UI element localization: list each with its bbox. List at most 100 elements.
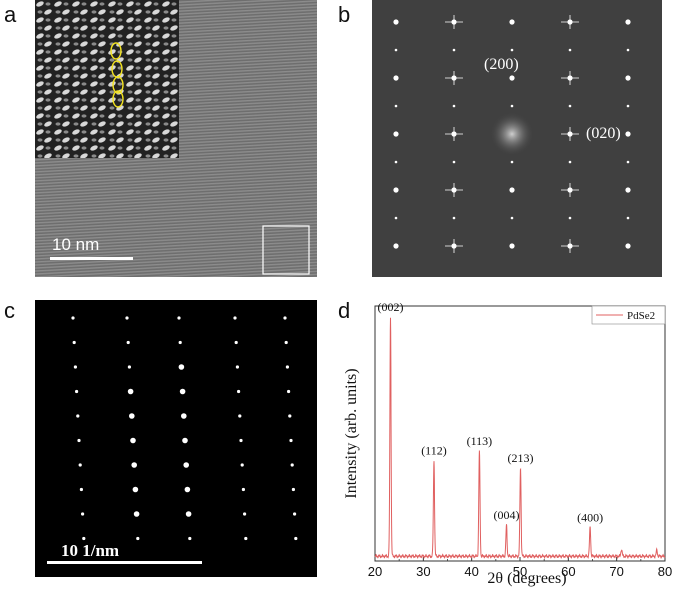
- diffraction-spot: [234, 340, 238, 345]
- spot-label-200: (200): [484, 56, 519, 73]
- peak-label: (213): [507, 451, 533, 465]
- diffraction-spot: [240, 463, 244, 467]
- hrtem-image: 10 nm: [35, 0, 317, 277]
- scale-bar-c: [47, 561, 202, 564]
- fft-spot: [510, 48, 514, 52]
- fft-spot: [452, 104, 456, 108]
- diffraction-spot: [287, 389, 291, 394]
- legend: PdSe2: [591, 305, 666, 325]
- diffraction-spot: [188, 536, 192, 541]
- x-tick-label: 80: [658, 564, 672, 579]
- diffraction-spot: [284, 340, 288, 345]
- diffraction-spot: [238, 414, 242, 418]
- x-tick-label: 70: [609, 564, 623, 579]
- diffraction-spot: [127, 388, 134, 395]
- peak-label: (004): [493, 508, 519, 522]
- diffraction-spot: [241, 487, 245, 492]
- fft-spot: [393, 75, 399, 81]
- diffraction-spot: [293, 512, 297, 516]
- diffraction-spot: [181, 413, 187, 419]
- fft-spot: [625, 243, 631, 249]
- diffraction-spot: [79, 487, 83, 492]
- fft-svg: (200) (020): [372, 0, 662, 277]
- saed-svg: 10 1/nm: [35, 300, 317, 577]
- fft-spot: [509, 19, 515, 25]
- fft-spot: [568, 216, 572, 220]
- peak-label: (112): [421, 444, 447, 458]
- diffraction-spot: [130, 437, 136, 444]
- fft-spot: [626, 160, 630, 164]
- fft-spot: [394, 48, 398, 52]
- fft-spot: [509, 187, 515, 193]
- diffraction-spot: [283, 316, 287, 320]
- fft-spot: [393, 131, 399, 137]
- diffraction-spot: [77, 438, 81, 443]
- y-axis-label: Intensity (arb. units): [343, 368, 360, 498]
- central-beam: [490, 112, 534, 156]
- diffraction-spot: [178, 364, 185, 370]
- fft-image: (200) (020): [372, 0, 662, 277]
- fft-spot: [625, 131, 631, 137]
- fft-spot: [625, 75, 631, 81]
- diffraction-spot: [132, 486, 139, 493]
- fft-spot: [510, 160, 514, 164]
- fft-spot: [393, 19, 399, 25]
- yellow-atom-markers: [110, 42, 124, 108]
- diffraction-spot: [237, 389, 241, 394]
- diffraction-spot: [133, 511, 140, 517]
- peak-label: (002): [377, 300, 403, 314]
- fft-spot: [394, 104, 398, 108]
- diffraction-spot: [233, 316, 237, 320]
- peak-label: (113): [467, 434, 493, 448]
- fft-spot: [394, 160, 398, 164]
- hrtem-svg: 10 nm: [35, 0, 317, 277]
- diffraction-spot: [244, 536, 248, 541]
- fft-spot: [625, 187, 631, 193]
- diffraction-spot: [126, 340, 130, 345]
- diffraction-spot: [289, 438, 293, 443]
- x-tick-label: 60: [561, 564, 575, 579]
- fft-spot: [393, 187, 399, 193]
- scale-bar-a: [50, 257, 133, 260]
- inset-region-box: [262, 225, 310, 275]
- diffraction-spot: [81, 512, 85, 516]
- spot-label-020: (020): [586, 125, 621, 142]
- fft-spot: [509, 243, 515, 249]
- diffraction-spot: [71, 316, 75, 320]
- fft-spot: [452, 216, 456, 220]
- fft-spot: [510, 216, 514, 220]
- diffraction-spot: [285, 365, 289, 369]
- fft-spot: [626, 48, 630, 52]
- fft-spot: [626, 216, 630, 220]
- diffraction-spot: [294, 536, 298, 541]
- diffraction-spot: [72, 340, 76, 345]
- diffraction-spot: [127, 365, 131, 369]
- x-tick-label: 20: [368, 564, 382, 579]
- peak-labels: (002) (112) (113) (004) (213) (400): [377, 300, 603, 524]
- panel-label-b: b: [338, 2, 351, 27]
- diffraction-spot: [178, 340, 182, 345]
- diffraction-spot: [235, 365, 239, 369]
- diffraction-spot: [243, 512, 247, 516]
- diffraction-spot: [239, 438, 243, 443]
- x-tick-label: 50: [513, 564, 527, 579]
- xrd-svg: 20 30 40 50 60 70 80 (002) (112) (113) (004) (213)…: [343, 300, 672, 587]
- fft-spots: [393, 15, 631, 253]
- legend-box: [591, 305, 666, 325]
- diffraction-spot: [73, 365, 77, 369]
- legend-label: PdSe2: [627, 310, 655, 322]
- diffraction-spot: [291, 487, 295, 492]
- fft-spot: [626, 104, 630, 108]
- diffraction-spot: [177, 316, 181, 320]
- fft-spot: [393, 243, 399, 249]
- xrd-chart: 20 30 40 50 60 70 80 (002) (112) (113) (004) (213)…: [340, 300, 675, 589]
- diffraction-spot: [183, 462, 189, 468]
- diffraction-spots: [71, 316, 298, 541]
- x-axis-label: 2θ (degrees): [487, 570, 566, 587]
- diffraction-spot: [78, 463, 82, 467]
- diffraction-spot: [290, 463, 294, 467]
- diffraction-spot: [82, 536, 86, 541]
- fft-spot: [452, 160, 456, 164]
- scale-bar-c-label: 10 1/nm: [61, 541, 119, 560]
- diffraction-spot: [76, 414, 80, 418]
